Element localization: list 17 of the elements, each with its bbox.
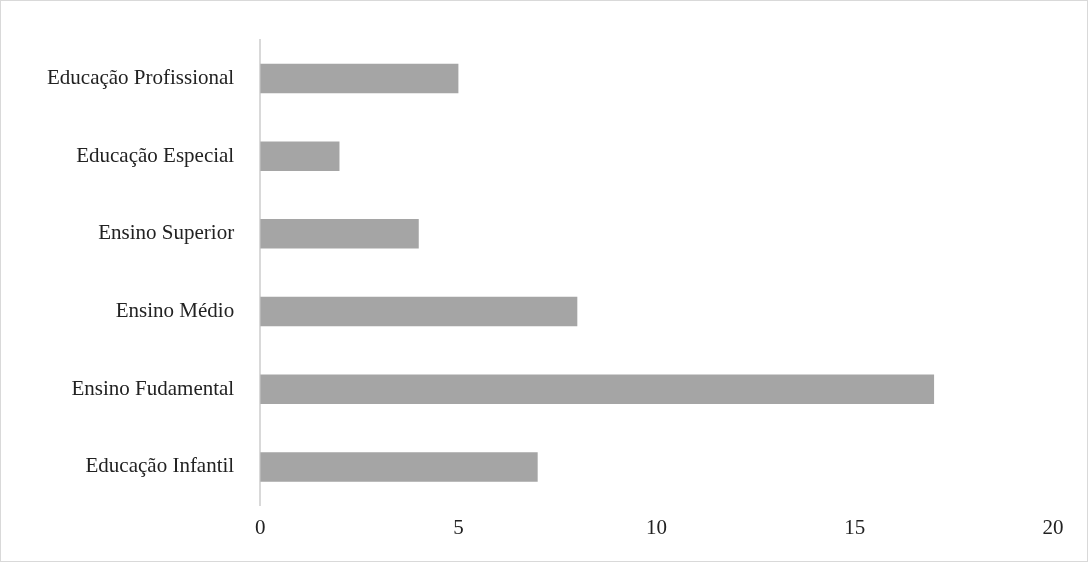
y-tick-label: Educação Profissional [46,64,235,89]
x-tick-label: 5 [453,514,464,539]
y-tick-label: Educação Especial [76,142,235,167]
y-tick-label: Ensino Fudamental [71,375,235,400]
bar [260,63,459,94]
x-tick-label: 0 [254,514,266,539]
y-tick-label: Ensino Médio [115,298,235,323]
x-tick-label: 15 [844,514,866,539]
bar [260,452,538,482]
bar [260,141,340,171]
x-tick-label: 10 [646,514,668,539]
y-tick-label: Educação Infantil [85,453,235,478]
y-tick-label: Ensino Superior [98,220,235,245]
x-tick-label: 20 [1042,514,1064,539]
bar [260,296,578,327]
bar [260,374,935,405]
bar [260,219,419,249]
